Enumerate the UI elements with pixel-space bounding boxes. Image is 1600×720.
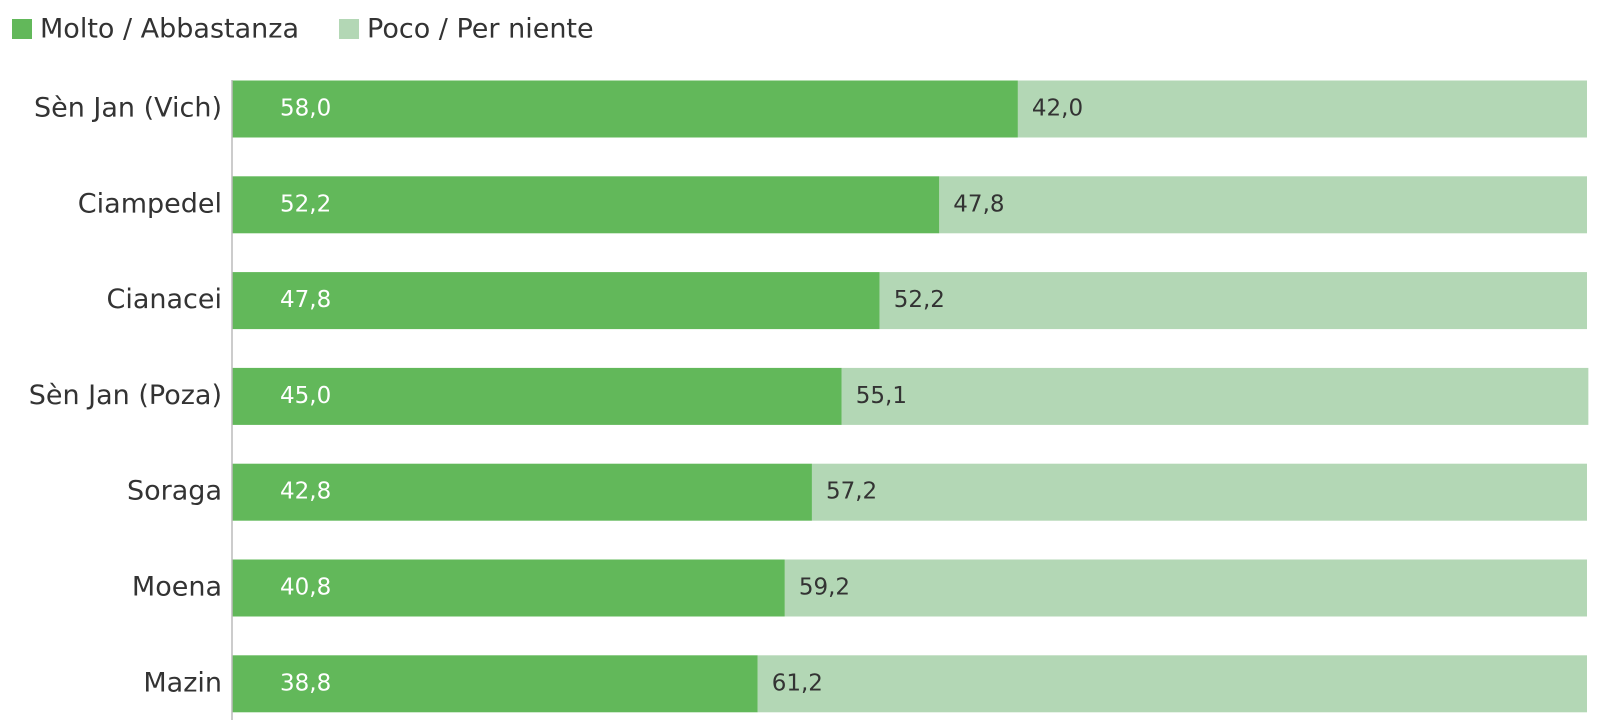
category-label: Sèn Jan (Poza) [29,380,222,411]
value-label: 42,0 [1032,96,1083,122]
bar-segment [232,559,785,617]
category-label: Sèn Jan (Vich) [34,93,222,124]
value-label: 52,2 [280,191,331,217]
bar-segment [1017,80,1587,138]
category-label: Mazin [143,667,222,698]
value-label: 59,2 [799,575,850,601]
value-label: 57,2 [826,479,877,505]
value-label: 42,8 [280,479,331,505]
value-label: 61,2 [772,670,823,696]
bar-segment [232,80,1018,138]
bar-segment [939,176,1587,234]
value-label: 40,8 [280,575,331,601]
bar-segment [784,559,1587,617]
category-label: Ciampedel [78,188,222,219]
bar-segment [757,655,1587,713]
category-label: Moena [132,572,222,603]
category-label: Cianacei [106,284,222,315]
legend-label: Poco / Per niente [367,14,594,45]
value-label: 38,8 [280,670,331,696]
bar-segment [232,655,758,713]
category-label: Soraga [127,476,222,507]
legend-label: Molto / Abbastanza [40,14,299,45]
bar-segment [232,367,842,425]
legend-swatch [12,19,32,39]
bar-segment [841,367,1589,425]
bar-segment [232,463,812,521]
value-label: 58,0 [280,96,331,122]
bar-segment [232,176,940,234]
value-label: 47,8 [953,191,1004,217]
bar-segment [232,272,880,330]
value-label: 47,8 [280,287,331,313]
legend-swatch [339,19,360,39]
value-label: 55,1 [856,383,907,409]
value-label: 45,0 [280,383,331,409]
bar-segment [879,272,1587,330]
value-label: 52,2 [894,287,945,313]
bar-segment [811,463,1587,521]
